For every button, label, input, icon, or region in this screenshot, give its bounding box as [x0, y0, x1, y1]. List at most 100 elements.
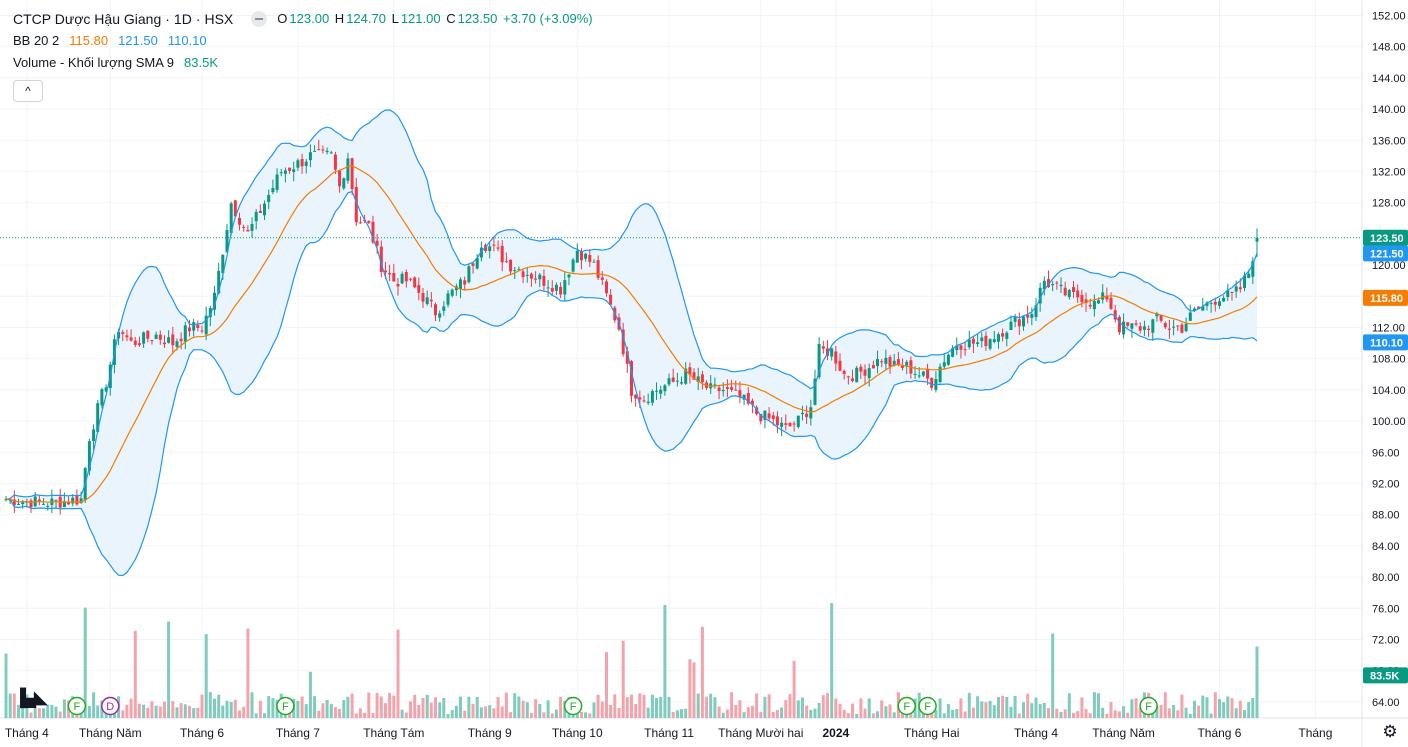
volume-bar [763, 696, 767, 718]
volume-bar [859, 698, 863, 718]
collapse-legend-button[interactable]: ^ [13, 80, 43, 102]
volume-bar [1180, 694, 1184, 718]
volume-bar [288, 711, 292, 718]
volume-bar [955, 709, 959, 718]
candle-body [600, 277, 604, 280]
tradingview-logo-icon[interactable]: ▐▄◣ [14, 688, 47, 707]
volume-bar [1076, 711, 1080, 718]
candle-body [554, 284, 558, 291]
candle-body [213, 292, 216, 310]
candle-body [154, 334, 158, 339]
volume-bar [580, 711, 583, 718]
volume-bar [871, 713, 875, 718]
bb-legend-row[interactable]: BB 20 2 115.80 121.50 110.10 [13, 30, 595, 52]
candle-body [504, 261, 508, 263]
volume-bar [221, 705, 225, 718]
candle-body [813, 378, 817, 405]
volume-bar [1047, 708, 1050, 718]
candle-body [717, 387, 721, 392]
candle-body [204, 315, 208, 335]
volume-bar [992, 705, 996, 718]
candle-body [976, 342, 980, 344]
event-marker [67, 696, 87, 716]
candle-body [313, 150, 317, 152]
event-marker-label: F [903, 701, 910, 713]
volume-bar [767, 694, 771, 718]
candle-body [238, 218, 241, 225]
more-icon[interactable] [251, 11, 268, 27]
candle-body [1142, 326, 1146, 330]
volume-bar [592, 702, 596, 718]
volume-legend-row[interactable]: Volume - Khối lượng SMA 9 83.5K [13, 52, 595, 74]
volume-bar [655, 697, 658, 718]
volume-bar [813, 708, 817, 718]
volume-bar [1138, 708, 1142, 718]
candle-body [584, 253, 588, 259]
chevron-up-icon: ^ [25, 84, 31, 98]
candle-body [429, 299, 433, 302]
volume-bar [609, 705, 613, 718]
candle-body [188, 327, 191, 332]
time-axis-label: Tháng Mười hai [718, 726, 803, 740]
bb-label[interactable]: BB 20 2 [13, 33, 60, 48]
volume-bar [154, 705, 158, 718]
volume-bar [1209, 713, 1213, 718]
volume-bar [442, 698, 446, 718]
volume-bar [863, 708, 867, 718]
gear-icon[interactable]: ⚙ [1382, 722, 1398, 741]
volume-bar [158, 706, 162, 718]
candle-body [225, 230, 229, 253]
volume-bar [959, 698, 963, 718]
volume-bar [450, 710, 454, 718]
volume-bar [1022, 702, 1025, 718]
time-axis[interactable]: Tháng 4 Tháng Năm Tháng 6 Tháng 7 Tháng Tám T… [5, 726, 1333, 740]
candle-body [888, 357, 892, 367]
volume-bar [525, 702, 529, 718]
price-tick-label: 104.00 [1372, 385, 1406, 397]
candle-body [358, 222, 362, 224]
volume-bar [83, 607, 87, 718]
volume-bar [21, 699, 25, 718]
candle-body [509, 259, 513, 272]
volume-bar [434, 697, 437, 718]
volume-bar [730, 692, 734, 718]
volume-bar [204, 634, 208, 718]
candle-body [258, 210, 262, 213]
price-tick-label: 84.00 [1372, 541, 1400, 553]
symbol-row[interactable]: CTCP Dược Hậu Giang · 1D · HSX O 123.00 H… [13, 8, 595, 30]
candle-body [759, 414, 763, 422]
candle-body [675, 380, 679, 382]
volume-bar [192, 708, 196, 718]
volume-value: 83.5K [184, 55, 219, 70]
symbol-interval[interactable]: 1D [173, 11, 192, 27]
volume-bar [1005, 697, 1009, 718]
volume-bar [1234, 708, 1238, 718]
volume-bar [233, 699, 237, 718]
volume-bar [846, 713, 850, 718]
candle-body [1238, 287, 1242, 290]
price-axis[interactable]: 152.00 148.00 144.00 140.00 136.00 132.00 128.… [1363, 11, 1408, 709]
symbol-name[interactable]: CTCP Dược Hậu Giang [13, 11, 162, 27]
volume-bar [479, 707, 483, 718]
candle-body [700, 374, 704, 383]
volume-bar [1009, 706, 1013, 718]
volume-bar [513, 693, 517, 718]
price-badge [1363, 289, 1408, 306]
candle-body [329, 152, 333, 154]
candle-body [1201, 306, 1205, 311]
candle-body [534, 278, 538, 280]
volume-bar [692, 662, 696, 718]
candle-body [21, 501, 25, 505]
volume-label[interactable]: Volume - Khối lượng SMA 9 [13, 55, 175, 70]
volume-bar [1167, 708, 1171, 718]
candle-body [1080, 294, 1084, 303]
candle-body [471, 263, 475, 266]
volume-bar [488, 705, 492, 718]
volume-bar [238, 710, 241, 718]
candle-body [350, 158, 354, 190]
time-axis-label: Tháng [1298, 726, 1332, 740]
candle-body [250, 224, 254, 231]
volume-bar [684, 708, 688, 718]
